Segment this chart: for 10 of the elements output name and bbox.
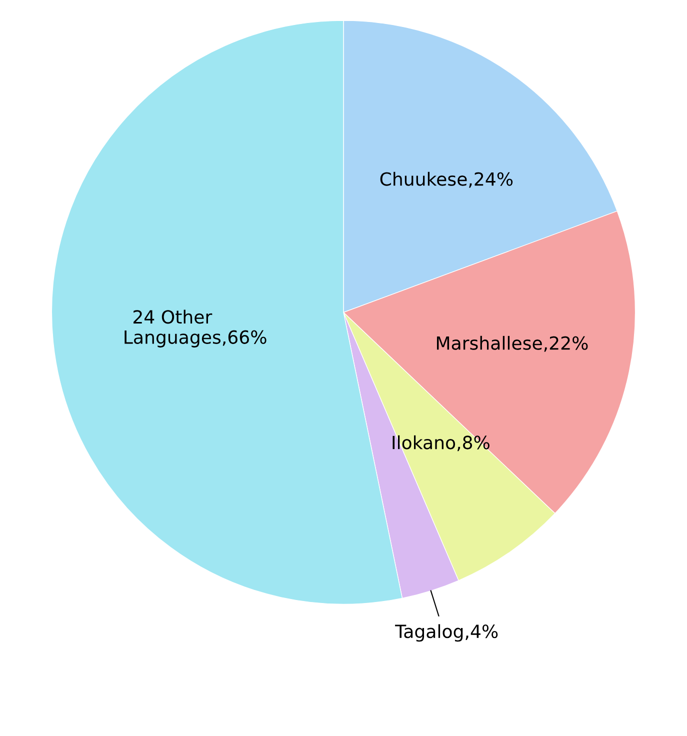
slice-label: Marshallese [436,336,542,350]
data-label: ,22% [544,336,588,352]
slice-label: Chuukese [380,172,467,186]
slice-label: Tagalog [395,624,463,642]
data-label: ,8% [457,436,490,452]
data-label: ,24% [469,172,513,188]
slice-label: 24 Other Languages [124,310,221,348]
slice-label: Ilokano [392,435,456,450]
data-label: ,4% [466,624,498,640]
data-label: ,66% [222,330,266,346]
